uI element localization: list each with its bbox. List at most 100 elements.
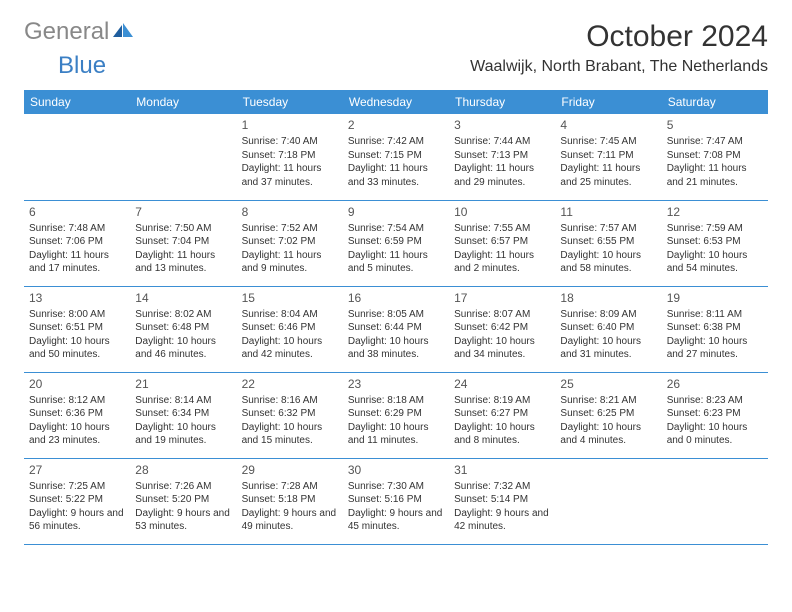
day-number: 8	[242, 204, 338, 220]
sunset-text: Sunset: 7:06 PM	[29, 235, 125, 249]
calendar-cell: 21Sunrise: 8:14 AMSunset: 6:34 PMDayligh…	[130, 372, 236, 458]
day-number: 11	[560, 204, 656, 220]
daylight-text: Daylight: 10 hours and 34 minutes.	[454, 335, 550, 362]
daylight-text: Daylight: 11 hours and 9 minutes.	[242, 249, 338, 276]
sunrise-text: Sunrise: 7:28 AM	[242, 480, 338, 494]
sunrise-text: Sunrise: 8:05 AM	[348, 308, 444, 322]
daylight-text: Daylight: 11 hours and 33 minutes.	[348, 162, 444, 189]
sunrise-text: Sunrise: 7:48 AM	[29, 222, 125, 236]
day-header: Saturday	[662, 90, 768, 114]
daylight-text: Daylight: 10 hours and 19 minutes.	[135, 421, 231, 448]
daylight-text: Daylight: 10 hours and 15 minutes.	[242, 421, 338, 448]
sunset-text: Sunset: 6:23 PM	[667, 407, 763, 421]
daylight-text: Daylight: 9 hours and 45 minutes.	[348, 507, 444, 534]
daylight-text: Daylight: 10 hours and 38 minutes.	[348, 335, 444, 362]
calendar-cell: 26Sunrise: 8:23 AMSunset: 6:23 PMDayligh…	[662, 372, 768, 458]
day-number: 9	[348, 204, 444, 220]
daylight-text: Daylight: 11 hours and 25 minutes.	[560, 162, 656, 189]
day-number: 5	[667, 117, 763, 133]
day-number: 14	[135, 290, 231, 306]
sunrise-text: Sunrise: 8:16 AM	[242, 394, 338, 408]
daylight-text: Daylight: 11 hours and 29 minutes.	[454, 162, 550, 189]
daylight-text: Daylight: 10 hours and 58 minutes.	[560, 249, 656, 276]
calendar-cell: 2Sunrise: 7:42 AMSunset: 7:15 PMDaylight…	[343, 114, 449, 200]
sunset-text: Sunset: 6:38 PM	[667, 321, 763, 335]
calendar-cell: 16Sunrise: 8:05 AMSunset: 6:44 PMDayligh…	[343, 286, 449, 372]
day-header: Thursday	[449, 90, 555, 114]
sunset-text: Sunset: 6:34 PM	[135, 407, 231, 421]
daylight-text: Daylight: 10 hours and 0 minutes.	[667, 421, 763, 448]
daylight-text: Daylight: 10 hours and 23 minutes.	[29, 421, 125, 448]
daylight-text: Daylight: 10 hours and 31 minutes.	[560, 335, 656, 362]
sunset-text: Sunset: 6:36 PM	[29, 407, 125, 421]
daylight-text: Daylight: 10 hours and 46 minutes.	[135, 335, 231, 362]
sunrise-text: Sunrise: 7:40 AM	[242, 135, 338, 149]
calendar-cell: 7Sunrise: 7:50 AMSunset: 7:04 PMDaylight…	[130, 200, 236, 286]
sunset-text: Sunset: 6:32 PM	[242, 407, 338, 421]
day-number: 16	[348, 290, 444, 306]
sunset-text: Sunset: 5:22 PM	[29, 493, 125, 507]
day-number: 24	[454, 376, 550, 392]
calendar-cell: 27Sunrise: 7:25 AMSunset: 5:22 PMDayligh…	[24, 458, 130, 544]
day-number: 3	[454, 117, 550, 133]
sunrise-text: Sunrise: 7:32 AM	[454, 480, 550, 494]
sunset-text: Sunset: 6:48 PM	[135, 321, 231, 335]
daylight-text: Daylight: 10 hours and 50 minutes.	[29, 335, 125, 362]
calendar-cell: 10Sunrise: 7:55 AMSunset: 6:57 PMDayligh…	[449, 200, 555, 286]
day-number: 30	[348, 462, 444, 478]
sunset-text: Sunset: 7:11 PM	[560, 149, 656, 163]
calendar-cell: 30Sunrise: 7:30 AMSunset: 5:16 PMDayligh…	[343, 458, 449, 544]
day-header: Tuesday	[237, 90, 343, 114]
sunrise-text: Sunrise: 7:42 AM	[348, 135, 444, 149]
sunset-text: Sunset: 6:25 PM	[560, 407, 656, 421]
daylight-text: Daylight: 11 hours and 13 minutes.	[135, 249, 231, 276]
calendar-cell: 6Sunrise: 7:48 AMSunset: 7:06 PMDaylight…	[24, 200, 130, 286]
calendar-week-row: 6 Sunrise: 7:48 AMSunset: 7:06 PM Daylight…	[24, 200, 768, 286]
sunset-text: Sunset: 6:40 PM	[560, 321, 656, 335]
day-number: 15	[242, 290, 338, 306]
title-block: October 2024 Waalwijk, North Brabant, Th…	[470, 20, 768, 76]
day-number: 12	[667, 204, 763, 220]
calendar-cell: 15Sunrise: 8:04 AMSunset: 6:46 PMDayligh…	[237, 286, 343, 372]
daylight-text: Daylight: 10 hours and 8 minutes.	[454, 421, 550, 448]
sunrise-text: Sunrise: 8:18 AM	[348, 394, 444, 408]
sunrise-text: Sunrise: 7:52 AM	[242, 222, 338, 236]
day-header-row: Sunday Monday Tuesday Wednesday Thursday…	[24, 90, 768, 114]
calendar-cell: 12Sunrise: 7:59 AMSunset: 6:53 PMDayligh…	[662, 200, 768, 286]
day-number: 26	[667, 376, 763, 392]
day-number: 18	[560, 290, 656, 306]
calendar-cell	[662, 458, 768, 544]
calendar-cell: 9Sunrise: 7:54 AMSunset: 6:59 PMDaylight…	[343, 200, 449, 286]
brand-logo: General	[24, 20, 135, 44]
calendar-cell: 19Sunrise: 8:11 AMSunset: 6:38 PMDayligh…	[662, 286, 768, 372]
day-number: 31	[454, 462, 550, 478]
day-number: 23	[348, 376, 444, 392]
sunset-text: Sunset: 6:51 PM	[29, 321, 125, 335]
brand-part1: General	[24, 20, 109, 44]
sunrise-text: Sunrise: 8:14 AM	[135, 394, 231, 408]
daylight-text: Daylight: 9 hours and 56 minutes.	[29, 507, 125, 534]
day-number: 2	[348, 117, 444, 133]
daylight-text: Daylight: 10 hours and 11 minutes.	[348, 421, 444, 448]
sunset-text: Sunset: 6:59 PM	[348, 235, 444, 249]
day-number: 17	[454, 290, 550, 306]
daylight-text: Daylight: 10 hours and 54 minutes.	[667, 249, 763, 276]
sunset-text: Sunset: 5:20 PM	[135, 493, 231, 507]
sunset-text: Sunset: 7:18 PM	[242, 149, 338, 163]
day-number: 29	[242, 462, 338, 478]
calendar-cell	[24, 114, 130, 200]
sunrise-text: Sunrise: 8:21 AM	[560, 394, 656, 408]
sunset-text: Sunset: 7:13 PM	[454, 149, 550, 163]
sunset-text: Sunset: 5:14 PM	[454, 493, 550, 507]
sunrise-text: Sunrise: 8:11 AM	[667, 308, 763, 322]
sunset-text: Sunset: 6:29 PM	[348, 407, 444, 421]
day-number: 6	[29, 204, 125, 220]
sunset-text: Sunset: 7:08 PM	[667, 149, 763, 163]
sunrise-text: Sunrise: 8:02 AM	[135, 308, 231, 322]
brand-part2: Blue	[58, 52, 106, 79]
sunrise-text: Sunrise: 8:19 AM	[454, 394, 550, 408]
daylight-text: Daylight: 9 hours and 49 minutes.	[242, 507, 338, 534]
calendar-cell: 23 Sunrise: 8:18 AMSunset: 6:29 PMDayligh…	[343, 372, 449, 458]
sunset-text: Sunset: 6:27 PM	[454, 407, 550, 421]
calendar-cell: 18Sunrise: 8:09 AMSunset: 6:40 PMDayligh…	[555, 286, 661, 372]
